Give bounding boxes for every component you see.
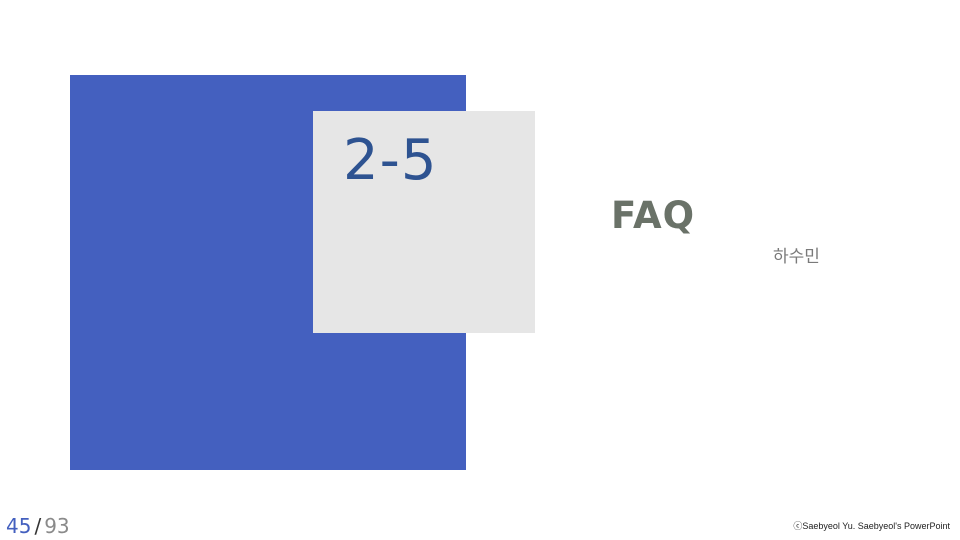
page-indicator: 45/93: [6, 516, 70, 536]
section-number: 2-5: [343, 128, 438, 193]
page-total: 93: [44, 514, 70, 538]
copyright-notice: ⓒSaebyeol Yu. Saebyeol's PowerPoint: [793, 521, 950, 531]
section-card: 2-5: [313, 111, 535, 333]
page-current: 45: [6, 514, 32, 538]
page-separator: /: [34, 514, 42, 538]
section-title: FAQ: [611, 194, 696, 237]
presenter-name: 하수민: [773, 247, 820, 267]
